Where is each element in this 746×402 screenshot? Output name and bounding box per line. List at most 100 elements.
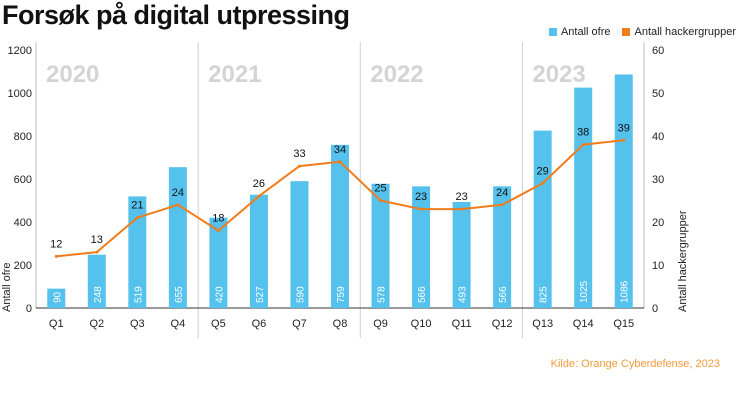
line-value-label: 23: [415, 191, 427, 203]
bar-value-label: 578: [377, 286, 388, 303]
line-value-label: 29: [537, 165, 549, 177]
line-value-label: 39: [618, 122, 630, 134]
x-tick-label: Q15: [613, 318, 634, 330]
bar: [614, 74, 633, 308]
bar-value-label: 527: [255, 286, 266, 303]
line-point: [257, 194, 261, 198]
legend-swatch-bars: [548, 28, 557, 36]
year-label: 2021: [208, 61, 261, 88]
bar: [168, 167, 187, 308]
line-value-label: 13: [91, 234, 103, 246]
bar: [371, 183, 390, 308]
y-tick-label: 400: [14, 217, 32, 229]
x-tick-label: Q2: [89, 318, 104, 330]
y-tick-label: 200: [14, 260, 32, 272]
x-tick-label: Q5: [211, 318, 226, 330]
source-note: Kilde: Orange Cyberdefense, 2023: [550, 358, 720, 370]
line-point: [297, 164, 301, 168]
line-point: [176, 203, 180, 207]
legend-label-bars: Antall ofre: [560, 26, 611, 38]
bar: [128, 196, 147, 308]
x-tick-label: Q12: [492, 318, 513, 330]
y2-tick-label: 0: [652, 303, 658, 315]
y-axis-label: Antall ofre: [1, 262, 13, 312]
y-tick-label: 600: [14, 174, 32, 186]
x-tick-label: Q3: [130, 318, 145, 330]
bar: [533, 130, 552, 308]
bar-value-label: 420: [214, 286, 225, 303]
x-tick-label: Q10: [411, 318, 432, 330]
line-point: [95, 250, 99, 254]
x-tick-label: Q1: [49, 318, 64, 330]
legend: Antall ofre Antall hackergrupper: [548, 26, 736, 38]
line-value-label: 25: [374, 183, 386, 195]
bar-value-label: 493: [458, 286, 469, 303]
y-tick-label: 1200: [8, 45, 32, 57]
year-label: 2020: [46, 61, 99, 88]
legend-label-line: Antall hackergrupper: [634, 26, 736, 38]
y-tick-label: 0: [26, 303, 32, 315]
y2-tick-label: 30: [652, 174, 664, 186]
line-point: [338, 160, 342, 164]
x-tick-label: Q8: [333, 318, 348, 330]
line-value-label: 18: [212, 213, 224, 225]
y2-tick-label: 60: [652, 45, 664, 57]
x-tick-label: Q13: [532, 318, 553, 330]
bar-value-label: 566: [498, 286, 509, 303]
year-label: 2023: [532, 61, 585, 88]
bar-value-label: 759: [336, 286, 347, 303]
y-tick-label: 1000: [8, 88, 32, 100]
bar-value-label: 825: [539, 286, 550, 303]
line-point: [500, 203, 504, 207]
bar: [574, 87, 593, 308]
bars: 90 248 519 655 420 527 590 759 578 566 493 566 825 10…: [47, 74, 633, 308]
bar: [47, 288, 66, 308]
line-point: [379, 199, 383, 202]
y2-tick-label: 10: [652, 260, 664, 272]
x-tick-label: Q9: [373, 318, 388, 330]
line-value-label: 21: [131, 200, 143, 212]
bar: [493, 186, 512, 308]
line-point: [460, 207, 464, 211]
line-value-label: 26: [253, 178, 265, 190]
x-tick-label: Q14: [573, 318, 594, 330]
legend-item-bars: Antall ofre: [548, 26, 611, 38]
bar: [209, 217, 228, 308]
line-point: [419, 207, 423, 211]
line-value-label: 23: [455, 191, 467, 203]
y-tick-label: 800: [14, 131, 32, 143]
line-value-label: 34: [334, 144, 346, 156]
line-point: [581, 143, 585, 147]
x-tick-label: Q7: [292, 318, 307, 330]
bar: [412, 186, 431, 308]
legend-swatch-line: [622, 28, 631, 36]
line-value-label: 24: [172, 187, 184, 199]
bar-value-label: 90: [52, 291, 63, 303]
bar: [249, 194, 268, 308]
bar-value-label: 590: [295, 286, 306, 303]
y2-tick-label: 50: [652, 88, 664, 100]
chart-title: Forsøk på digital utpressing: [2, 0, 350, 30]
line-point: [54, 254, 58, 258]
x-tick-label: Q6: [252, 318, 267, 330]
x-tick-label: Q11: [452, 318, 472, 330]
line-value-label: 33: [293, 148, 305, 160]
line-point: [541, 181, 545, 185]
bar-value-label: 248: [93, 286, 104, 303]
bar: [290, 181, 309, 308]
y2-tick-label: 20: [652, 217, 664, 229]
x-tick-labels: Q1 Q2 Q3 Q4 Q5 Q6 Q7 Q8 Q9 Q10 Q11 Q12 Q13 Q14 Q15: [49, 318, 634, 330]
line-value-label: 38: [577, 127, 589, 139]
line-point: [135, 216, 139, 220]
year-dividers: [197, 42, 523, 338]
year-labels: 2020 2021 2022 2023: [46, 61, 586, 88]
bar: [452, 202, 471, 308]
x-tick-label: Q4: [171, 318, 186, 330]
y2-tick-label: 40: [652, 131, 664, 143]
bar-value-label: 655: [174, 286, 185, 303]
line-point: [622, 138, 626, 142]
y2-axis-label: Antall hackergrupper: [677, 210, 689, 312]
bar-value-label: 519: [133, 286, 144, 303]
year-label: 2022: [370, 61, 423, 88]
